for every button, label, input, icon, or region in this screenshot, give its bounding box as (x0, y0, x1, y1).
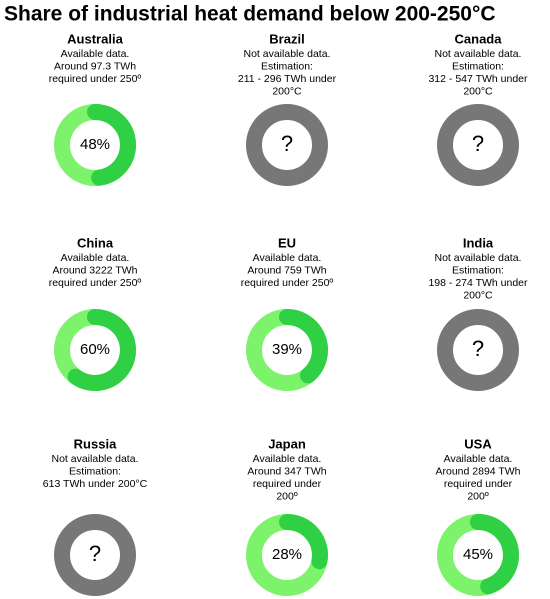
description-line: 200°C (272, 85, 302, 97)
donut-ring-unknown (54, 514, 136, 596)
description-line: 200°C (463, 289, 493, 301)
description-line: Not available data. (435, 48, 522, 60)
description-line: required under (253, 478, 322, 490)
description-line: Around 97.3 TWh (54, 60, 136, 72)
donut-segment (87, 104, 136, 186)
description-line: Estimation: (452, 264, 504, 276)
description-line: Not available data. (435, 252, 522, 264)
country-name: Canada (455, 31, 503, 46)
unknown-label: ? (472, 131, 484, 156)
description-line: Around 759 TWh (247, 264, 326, 276)
description-line: Available data. (253, 453, 322, 465)
description-line: Around 347 TWh (247, 465, 326, 477)
description-line: 198 - 274 TWh under (428, 277, 528, 289)
description-line: Around 3222 TWh (52, 264, 137, 276)
description-line: required under 250º (49, 73, 142, 85)
value-label: 48% (80, 136, 110, 153)
country-name: Brazil (269, 31, 304, 46)
donut-segment (279, 514, 328, 570)
description-line: 613 TWh under 200°C (43, 478, 148, 490)
unknown-label: ? (281, 131, 293, 156)
description-line: 211 - 296 TWh under (238, 73, 337, 85)
description-line: 200º (467, 490, 489, 502)
donut-segment (67, 309, 136, 391)
donut-segment (279, 309, 328, 384)
value-label: 60% (80, 341, 110, 358)
description-line: Estimation: (452, 60, 504, 72)
description-line: required under 250º (241, 277, 334, 289)
donut-ring-unknown (437, 104, 519, 186)
description-line: Not available data. (244, 48, 331, 60)
country-name: Australia (67, 31, 123, 46)
description-line: Available data. (444, 453, 513, 465)
description-line: Around 2894 TWh (435, 465, 520, 477)
description-line: 200º (276, 490, 298, 502)
description-line: 200°C (463, 85, 493, 97)
country-name: Japan (268, 436, 306, 451)
country-name: India (463, 235, 494, 250)
description-line: Available data. (61, 48, 130, 60)
value-label: 39% (272, 341, 302, 358)
unknown-label: ? (89, 541, 101, 566)
country-name: USA (464, 436, 492, 451)
donut-ring-unknown (246, 104, 328, 186)
title: Share of industrial heat demand below 20… (4, 3, 496, 26)
description-line: Available data. (253, 252, 322, 264)
value-label: 45% (463, 546, 493, 563)
description-line: Available data. (61, 252, 130, 264)
country-name: EU (278, 235, 296, 250)
description-line: Estimation: (69, 465, 121, 477)
donut-ring-unknown (437, 309, 519, 391)
donut-segment (470, 514, 519, 595)
unknown-label: ? (472, 336, 484, 361)
description-line: Not available data. (52, 453, 139, 465)
description-line: required under 250º (49, 277, 142, 289)
value-label: 28% (272, 546, 302, 563)
description-line: Estimation: (261, 60, 313, 72)
country-name: China (77, 235, 114, 250)
country-name: Russia (74, 436, 117, 451)
description-line: 312 - 547 TWh under (428, 73, 528, 85)
description-line: required under (444, 478, 513, 490)
